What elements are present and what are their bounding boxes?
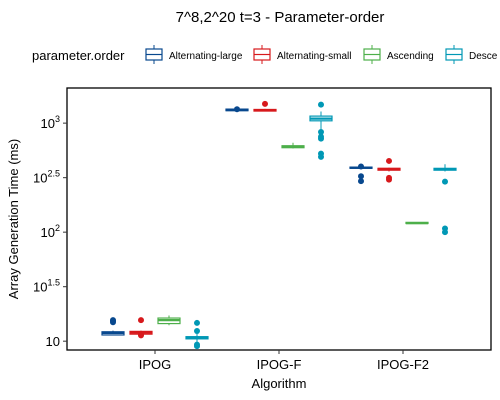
y-tick-label: 10 [46, 334, 60, 349]
series-descending [185, 101, 457, 350]
outlier-point [358, 173, 364, 180]
outlier-point [442, 229, 448, 236]
outlier-point [234, 106, 240, 113]
x-tick-label: IPOG-F2 [377, 357, 429, 372]
plot-marks [101, 100, 457, 350]
outlier-point [110, 317, 116, 324]
legend-label: Alternating-small [277, 51, 351, 62]
outlier-point [318, 153, 324, 160]
y-tick-label: 101.5 [33, 278, 60, 295]
legend-item: Alternating-small [253, 45, 351, 64]
series-alternating-large [101, 106, 373, 336]
x-tick-label: IPOG [139, 357, 172, 372]
series-ascending [157, 142, 429, 326]
legend-key [145, 45, 163, 64]
y-axis: 10 101.5 102 102.5 103 [33, 114, 67, 349]
outlier-point [194, 319, 200, 326]
legend-key [363, 45, 381, 64]
legend-key [253, 45, 271, 64]
x-tick-label: IPOG-F [257, 357, 302, 372]
legend-item: Desce [445, 45, 498, 64]
y-axis-label: Array Generation Time (ms) [6, 139, 21, 299]
legend-item: Alternating-large [145, 45, 243, 64]
outlier-point [194, 341, 200, 348]
outlier-point [318, 128, 324, 135]
outlier-point [318, 101, 324, 108]
outlier-point [358, 163, 364, 170]
outlier-point [318, 135, 324, 142]
legend: parameter.order Alternating-large Alterna… [32, 45, 498, 64]
outlier-point [138, 331, 144, 338]
legend-key [445, 45, 463, 64]
x-axis: IPOG IPOG-F IPOG-F2 [139, 350, 429, 372]
legend-label: Ascending [387, 51, 434, 62]
y-tick-label: 102 [41, 223, 60, 240]
legend-title: parameter.order [32, 48, 125, 63]
chart-title: 7^8,2^20 t=3 - Parameter-order [176, 9, 385, 26]
series-alternating-small [129, 100, 401, 339]
legend-items: Alternating-large Alternating-small Ascend… [145, 45, 498, 64]
outlier-point [138, 317, 144, 324]
outlier-point [262, 100, 268, 107]
legend-label: Alternating-large [169, 51, 243, 62]
outlier-point [386, 176, 392, 183]
y-tick-label: 103 [41, 114, 60, 131]
outlier-point [358, 178, 364, 185]
legend-label: Desce [469, 51, 498, 62]
x-axis-label: Algorithm [252, 376, 307, 391]
outlier-point [442, 178, 448, 185]
legend-item: Ascending [363, 45, 434, 64]
plot-panel [66, 87, 492, 351]
outlier-point [386, 157, 392, 164]
y-tick-label: 102.5 [33, 169, 60, 186]
outlier-point [194, 327, 200, 334]
